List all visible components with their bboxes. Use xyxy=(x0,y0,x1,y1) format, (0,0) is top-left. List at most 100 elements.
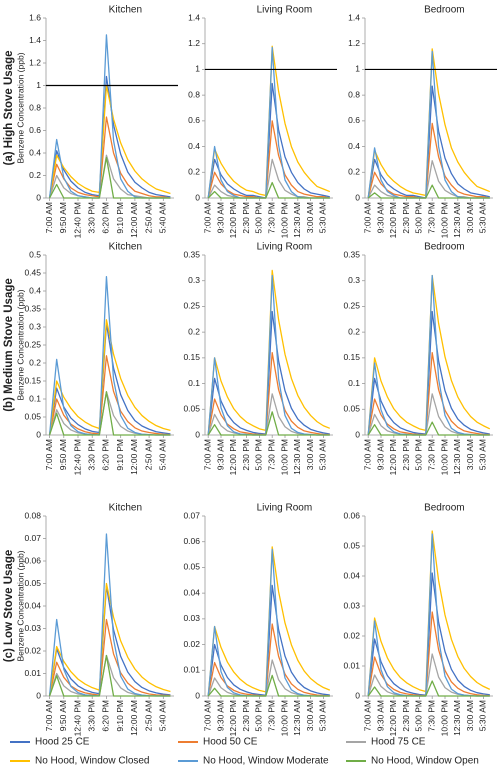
x-tick-label: 12:30 AM xyxy=(452,700,462,736)
series-line xyxy=(48,84,171,199)
y-tick-label: 0.6 xyxy=(348,115,360,125)
y-tick-label: 0.05 xyxy=(183,404,200,414)
x-tick-label: 3:00 AM xyxy=(465,700,475,731)
x-tick-label: 12:00 AM xyxy=(129,202,139,238)
chart-title: Bedroom xyxy=(424,242,465,253)
series-line xyxy=(367,85,490,199)
x-tick-label: 12:40 PM xyxy=(72,202,82,238)
x-tick-label: 5:40 AM xyxy=(158,202,168,233)
x-tick-label: 5:30 AM xyxy=(478,202,488,233)
series-line xyxy=(207,584,330,697)
y-tick-label: 0.06 xyxy=(24,555,41,565)
y-tick-label: 0.2 xyxy=(348,326,360,336)
y-tick-label: 1.4 xyxy=(188,12,200,22)
y-tick-label: 0.03 xyxy=(24,623,41,633)
series-line xyxy=(48,533,171,697)
series-line xyxy=(367,310,490,436)
y-tick-label: 0.15 xyxy=(183,352,200,362)
x-tick-label: 7:00 AM xyxy=(44,439,54,470)
legend-label: Hood 50 CE xyxy=(203,737,258,748)
row-title: (b) Medium Stove Usage xyxy=(3,278,15,412)
y-tick-label: 0.4 xyxy=(29,285,41,295)
x-tick-label: 6:20 PM xyxy=(101,202,111,234)
chart-title: Kitchen xyxy=(109,503,142,514)
y-tick-label: 0.1 xyxy=(29,393,41,403)
series-line xyxy=(48,116,171,199)
x-tick-label: 3:00 AM xyxy=(465,202,475,233)
x-tick-label: 12:00 AM xyxy=(129,700,139,736)
y-tick-label: 0.2 xyxy=(348,167,360,177)
y-tick-label: 0.02 xyxy=(183,639,200,649)
x-tick-label: 2:30 PM xyxy=(241,202,251,234)
y-tick-label: 0.06 xyxy=(183,536,200,546)
y-axis-label: Benzene Concentration (ppb) xyxy=(15,289,25,400)
y-tick-label: 0.25 xyxy=(24,339,41,349)
chart-title: Kitchen xyxy=(109,5,142,16)
x-tick-label: 7:30 PM xyxy=(266,439,276,471)
y-tick-label: 0.35 xyxy=(24,303,41,313)
row-title: (c) Low Stove Usage xyxy=(3,550,15,662)
y-tick-label: 0.5 xyxy=(29,249,41,259)
series-line xyxy=(367,352,490,436)
x-tick-label: 10:00 PM xyxy=(439,439,449,475)
x-tick-label: 7:00 AM xyxy=(44,202,54,233)
x-tick-label: 2:30 PM xyxy=(401,700,411,732)
series-line xyxy=(207,310,330,436)
series-line xyxy=(48,654,171,697)
y-tick-label: 0.04 xyxy=(24,600,41,610)
x-tick-label: 7:30 PM xyxy=(426,700,436,732)
x-tick-label: 9:50 AM xyxy=(58,700,68,731)
y-tick-label: 0.3 xyxy=(29,321,41,331)
x-tick-label: 10:00 PM xyxy=(279,202,289,238)
x-tick-label: 7:00 AM xyxy=(202,439,212,470)
y-tick-label: 1.6 xyxy=(29,12,41,22)
x-tick-label: 3:00 AM xyxy=(305,439,315,470)
x-tick-label: 5:30 AM xyxy=(318,202,328,233)
y-axis-label: Benzene Concentration (ppb) xyxy=(15,52,25,163)
x-tick-label: 7:00 AM xyxy=(362,700,372,731)
x-tick-label: 12:00 AM xyxy=(129,439,139,475)
x-tick-label: 7:00 AM xyxy=(362,439,372,470)
x-tick-label: 2:50 AM xyxy=(143,700,153,731)
x-tick-label: 3:00 AM xyxy=(305,202,315,233)
series-line xyxy=(367,680,490,697)
y-tick-label: 0 xyxy=(355,429,360,439)
series-line xyxy=(367,611,490,697)
y-tick-label: 1 xyxy=(195,64,200,74)
y-tick-label: 0 xyxy=(36,192,41,202)
x-tick-label: 12:00 PM xyxy=(228,439,238,475)
y-tick-label: 0.35 xyxy=(183,249,200,259)
x-tick-label: 5:00 PM xyxy=(414,202,424,234)
x-tick-label: 12:30 AM xyxy=(292,202,302,238)
y-tick-label: 0 xyxy=(36,429,41,439)
x-tick-label: 12:00 PM xyxy=(228,202,238,238)
chart-title: Living Room xyxy=(257,5,313,16)
series-line xyxy=(48,585,171,697)
x-tick-label: 12:30 AM xyxy=(452,202,462,238)
x-tick-label: 5:00 PM xyxy=(254,202,264,234)
x-tick-label: 5:40 AM xyxy=(158,439,168,470)
series-line xyxy=(367,184,490,199)
x-tick-label: 12:00 PM xyxy=(228,700,238,736)
x-tick-label: 3:30 PM xyxy=(86,700,96,732)
x-tick-label: 7:00 AM xyxy=(362,202,372,233)
x-tick-label: 5:30 AM xyxy=(478,700,488,731)
y-tick-label: 0 xyxy=(355,192,360,202)
chart-title: Bedroom xyxy=(424,5,465,16)
x-tick-label: 3:30 PM xyxy=(86,202,96,234)
x-tick-label: 5:00 PM xyxy=(414,439,424,471)
y-tick-label: 0 xyxy=(195,192,200,202)
x-tick-label: 5:00 PM xyxy=(254,700,264,732)
series-line xyxy=(207,120,330,199)
x-tick-label: 7:30 PM xyxy=(266,700,276,732)
x-tick-label: 2:30 PM xyxy=(241,439,251,471)
x-tick-label: 7:00 AM xyxy=(202,202,212,233)
x-tick-label: 12:40 PM xyxy=(72,439,82,475)
legend-label: Hood 25 CE xyxy=(35,737,90,748)
x-tick-label: 10:00 PM xyxy=(439,700,449,736)
x-tick-label: 3:30 PM xyxy=(86,439,96,471)
x-tick-label: 9:50 AM xyxy=(58,202,68,233)
x-tick-label: 12:30 AM xyxy=(452,439,462,475)
y-tick-label: 1.4 xyxy=(348,12,360,22)
y-tick-label: 0.05 xyxy=(343,540,360,550)
